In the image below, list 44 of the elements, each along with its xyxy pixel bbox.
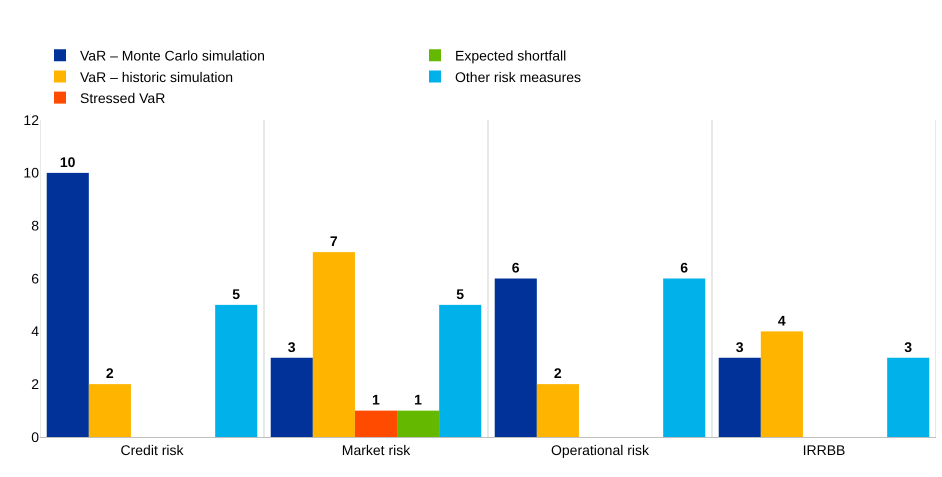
bar <box>718 358 761 437</box>
data-label: 7 <box>330 233 338 250</box>
legend-label: VaR – Monte Carlo simulation <box>80 48 265 64</box>
bar <box>88 384 131 437</box>
bar <box>536 384 579 437</box>
bar <box>215 304 258 437</box>
bar <box>760 331 803 437</box>
y-tick-label: 0 <box>31 428 40 445</box>
bar <box>270 358 313 437</box>
data-label: 6 <box>512 260 520 276</box>
y-tick-label: 4 <box>31 323 40 340</box>
y-tick-label: 12 <box>23 112 40 128</box>
bar <box>46 172 89 437</box>
data-label: 10 <box>60 154 76 170</box>
data-label: 1 <box>414 392 422 408</box>
bar <box>663 278 706 437</box>
data-label: 3 <box>736 338 744 355</box>
x-tick-label: Operational risk <box>550 442 650 458</box>
y-tick-label: 10 <box>23 164 40 181</box>
data-label: 4 <box>778 312 786 328</box>
data-label: 1 <box>372 392 380 408</box>
data-label: 5 <box>232 286 240 302</box>
legend-label: Stressed VaR <box>80 90 166 106</box>
bar <box>354 410 398 437</box>
data-label: 3 <box>904 338 912 355</box>
data-label: 2 <box>554 365 562 382</box>
bar <box>887 358 930 437</box>
legend-label: Other risk measures <box>455 68 582 85</box>
x-tick-label: Credit risk <box>120 442 184 458</box>
data-label: 2 <box>106 365 114 382</box>
y-tick-label: 8 <box>31 218 40 234</box>
bar <box>439 304 482 437</box>
x-tick-label: Market risk <box>342 442 412 458</box>
data-label: 5 <box>456 286 464 302</box>
legend-label: VaR – historic simulation <box>80 68 234 85</box>
bar <box>494 278 537 437</box>
bar <box>397 410 440 437</box>
legend-label: Expected shortfall <box>455 48 566 64</box>
y-tick-label: 6 <box>31 270 40 286</box>
bar <box>312 252 355 437</box>
x-tick-label: IRRBB <box>802 442 846 458</box>
data-label: 3 <box>288 338 296 355</box>
y-tick-label: 2 <box>31 376 40 392</box>
data-label: 6 <box>680 260 688 276</box>
